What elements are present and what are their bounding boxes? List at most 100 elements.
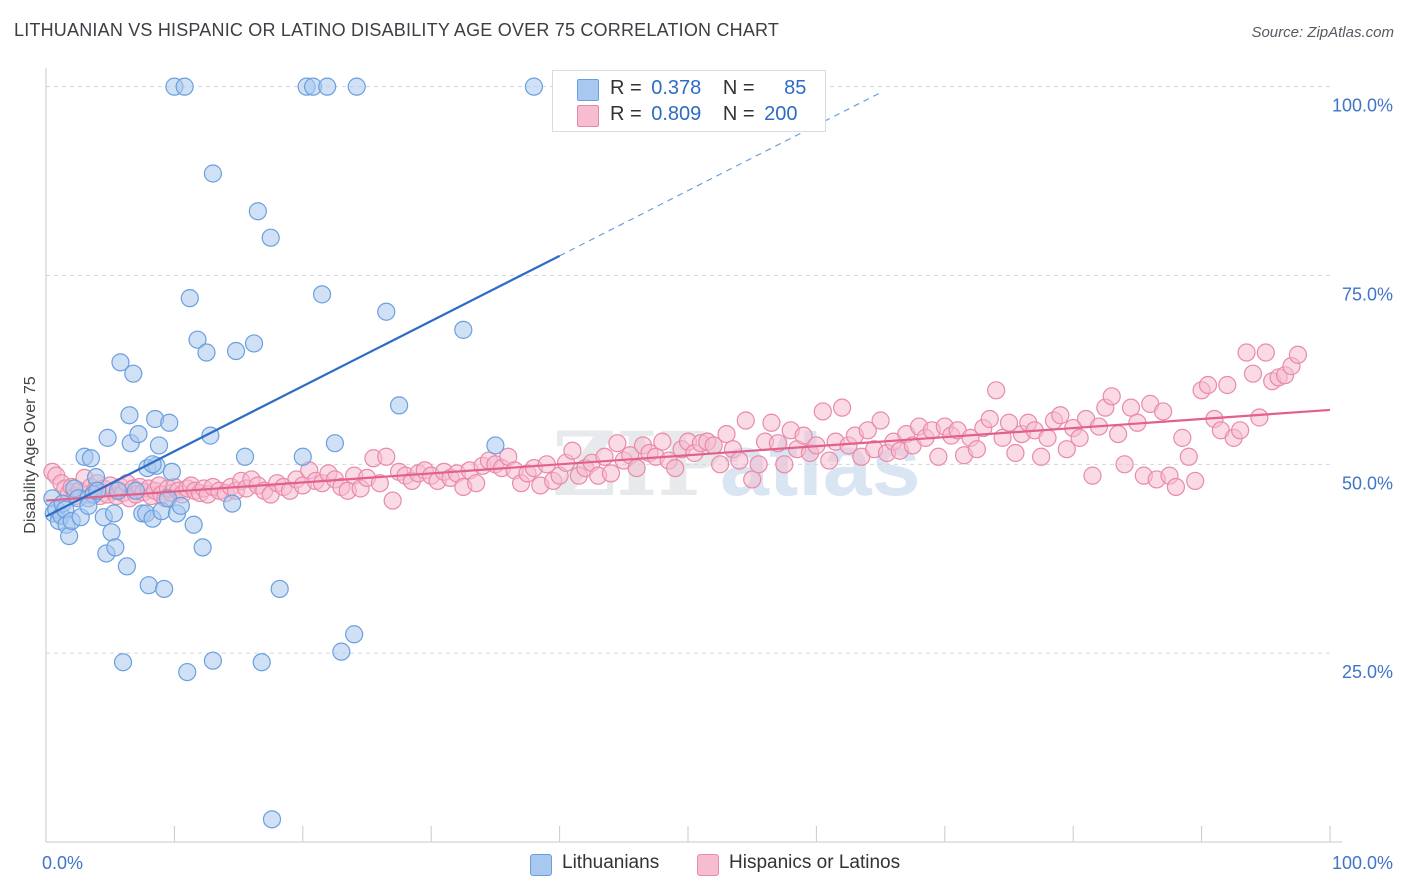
lithuanian-point	[81, 449, 101, 468]
hispanic-point	[383, 491, 402, 510]
lithuanian-point	[345, 625, 364, 644]
hispanic-point	[858, 421, 877, 440]
lithuanian-point	[325, 434, 344, 453]
lithuanian-point	[180, 289, 199, 308]
x-tick-label: 0.0%	[42, 853, 83, 873]
hispanic-point	[1153, 402, 1173, 421]
lithuanian-point	[160, 413, 179, 432]
hispanic-point	[768, 434, 787, 453]
hispanic-point	[1243, 364, 1263, 383]
gridlines	[46, 86, 1330, 654]
y-tick-label: 25.0%	[1342, 662, 1393, 682]
hispanic-point	[820, 451, 839, 470]
lithuanian-point	[193, 538, 212, 557]
legend-swatch-pink	[697, 854, 719, 876]
hispanic-point	[1198, 375, 1218, 395]
hispanic-point	[1218, 375, 1237, 395]
legend-n-value: 200	[764, 103, 798, 125]
hispanic-point	[871, 411, 890, 430]
hispanic-point	[666, 458, 685, 478]
legend-r-label: R =	[610, 103, 642, 125]
lithuanian-point	[377, 302, 396, 321]
lithuanian-point	[486, 436, 505, 455]
hispanic-point	[1250, 408, 1269, 427]
lithuanian-trend-extension	[559, 92, 881, 257]
trend-lines	[45, 92, 1331, 518]
hispanic-point	[1173, 428, 1192, 447]
legend-r-value: 0.809	[651, 103, 702, 125]
lithuanian-point	[104, 504, 124, 523]
hispanic-point	[1231, 421, 1250, 440]
hispanic-point	[749, 455, 768, 474]
hispanic-point	[1031, 447, 1051, 466]
lithuanian-point	[175, 77, 194, 96]
legend-r-value: 0.378	[651, 77, 702, 99]
legend-swatch-blue	[530, 854, 552, 876]
hispanic-point	[1102, 387, 1121, 406]
hispanic-point	[730, 451, 749, 470]
hispanic-point	[717, 425, 736, 444]
hispanic-point	[467, 474, 486, 493]
lithuanian-point	[318, 77, 337, 96]
lithuanian-point	[155, 579, 174, 599]
x-tick-label: 100.0%	[1332, 853, 1393, 873]
lithuanian-trend-line	[45, 254, 561, 518]
hispanic-trend-line	[45, 408, 1331, 502]
legend-swatch-pink	[577, 105, 599, 127]
y-tick-label: 75.0%	[1342, 284, 1393, 304]
lithuanian-point	[117, 557, 136, 576]
tick-labels: 25.0% 50.0% 75.0% 100.0% 0.0% 100.0%	[42, 96, 1393, 873]
chart-title: LITHUANIAN VS HISPANIC OR LATINO DISABIL…	[14, 20, 780, 40]
legend-label-hispanics: Hispanics or Latinos	[729, 852, 901, 873]
hispanic-point	[601, 464, 621, 483]
hispanic-point	[710, 455, 730, 474]
legend-swatch-blue	[577, 79, 599, 101]
hispanic-point	[832, 398, 852, 417]
lithuanian-point	[226, 341, 246, 361]
hispanic-point	[1288, 345, 1308, 364]
lithuanian-point	[139, 576, 158, 595]
hispanic-point	[762, 413, 781, 432]
legend-n-label: N =	[722, 77, 755, 99]
lithuanian-point	[244, 334, 264, 353]
hispanic-point	[377, 447, 396, 466]
hispanic-point	[1115, 455, 1134, 474]
hispanic-point	[775, 455, 794, 474]
lithuanian-point	[124, 364, 143, 383]
lithuanian-point	[347, 77, 366, 96]
lithuanian-point	[223, 494, 242, 513]
lithuanian-point	[102, 523, 121, 542]
hispanic-point	[1109, 425, 1128, 444]
lithuanian-point	[197, 343, 216, 362]
hispanic-point	[1256, 343, 1275, 362]
lithuanian-point	[149, 436, 169, 455]
lithuanian-point	[184, 515, 203, 534]
hispanic-point	[1070, 428, 1089, 447]
y-tick-label: 100.0%	[1332, 96, 1393, 116]
correlation-legend: R = 0.378 N = 85 R = 0.809 N = 200	[552, 70, 826, 132]
lithuanian-point	[106, 538, 125, 557]
lithuanian-point	[129, 425, 148, 444]
lithuanian-point	[332, 642, 351, 661]
hispanic-point	[987, 381, 1006, 400]
lithuanian-point	[261, 228, 280, 247]
hispanic-point	[608, 434, 627, 453]
hispanic-point	[1006, 443, 1025, 463]
legend-n-label: N =	[722, 103, 755, 125]
lithuanian-point	[120, 406, 139, 425]
hispanic-point	[1121, 398, 1141, 417]
hispanic-point	[999, 413, 1019, 432]
lithuanian-point	[248, 202, 267, 221]
lithuanian-point	[293, 447, 312, 466]
hispanic-point	[980, 409, 999, 429]
lithuanian-point	[162, 462, 181, 481]
hispanic-point	[929, 447, 948, 466]
lithuanian-point	[270, 579, 289, 599]
lithuanian-point	[111, 353, 130, 372]
lithuanian-point	[203, 164, 223, 183]
hispanic-point	[743, 470, 762, 489]
hispanic-point	[370, 474, 389, 493]
lithuanian-point	[203, 651, 223, 670]
lithuanian-point	[454, 320, 473, 339]
